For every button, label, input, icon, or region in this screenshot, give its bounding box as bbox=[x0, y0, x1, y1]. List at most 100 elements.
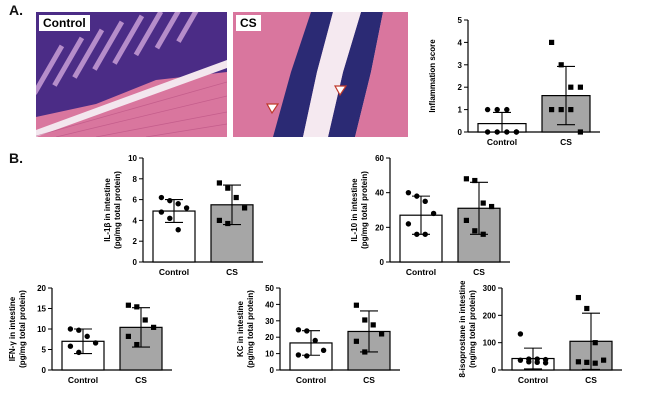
data-point bbox=[183, 205, 190, 211]
data-point bbox=[549, 39, 555, 45]
data-point bbox=[592, 360, 598, 366]
y-tick-label: 100 bbox=[483, 339, 497, 348]
y-tick-label: 5 bbox=[42, 346, 47, 355]
data-point bbox=[216, 217, 222, 223]
x-category-label: CS bbox=[473, 267, 485, 277]
data-point bbox=[216, 180, 222, 186]
micrograph-label-control: Control bbox=[39, 15, 90, 31]
data-point bbox=[494, 106, 500, 113]
x-category-label: CS bbox=[560, 137, 572, 147]
chart-svg-kc: 0 10 20 30 40 50 KC in intestine(pg/mg total p… bbox=[236, 284, 400, 385]
data-point bbox=[362, 349, 368, 355]
x-category-label: CS bbox=[226, 267, 238, 277]
y-tick-label: 10 bbox=[265, 350, 274, 359]
data-point bbox=[577, 84, 583, 90]
data-point bbox=[167, 197, 173, 204]
y-axis-label: IL-10 in intestine(pg/mg total protein) bbox=[350, 171, 369, 249]
y-axis-label: 8-isoprostane in intestine(ng/mg total p… bbox=[458, 280, 477, 377]
y-tick-label: 3 bbox=[458, 61, 463, 70]
y-tick-label: 10 bbox=[37, 325, 46, 334]
data-point bbox=[353, 338, 359, 344]
chart-ifng: 0 5 10 15 20 IFN-γ in intestine(pg/mg total p… bbox=[0, 280, 225, 407]
y-tick-label: 20 bbox=[375, 223, 384, 232]
data-point bbox=[526, 359, 532, 365]
data-point bbox=[472, 177, 478, 184]
data-point bbox=[312, 337, 318, 344]
y-tick-label: 8 bbox=[133, 175, 138, 184]
data-point bbox=[225, 185, 231, 191]
data-point bbox=[84, 333, 90, 340]
data-point bbox=[422, 198, 428, 205]
data-point bbox=[504, 106, 510, 113]
data-point bbox=[67, 326, 74, 332]
data-point bbox=[568, 107, 574, 113]
error-bar-cs bbox=[582, 312, 600, 371]
data-point bbox=[484, 129, 491, 135]
data-point bbox=[67, 343, 74, 349]
data-point bbox=[472, 228, 478, 234]
data-point bbox=[167, 215, 173, 222]
histology-image-control bbox=[36, 12, 227, 137]
y-tick-label: 4 bbox=[458, 38, 463, 47]
chart-svg-il1b: 0 2 4 6 8 10 IL-1β in intestine(pg/mg total pr… bbox=[103, 154, 263, 277]
x-category-label: Control bbox=[518, 375, 548, 385]
data-point bbox=[225, 220, 231, 227]
data-point bbox=[142, 317, 148, 323]
data-point bbox=[480, 200, 486, 206]
x-category-label: Control bbox=[406, 267, 436, 277]
data-point bbox=[577, 129, 583, 135]
data-point bbox=[92, 340, 99, 346]
x-category-label: Control bbox=[296, 375, 326, 385]
y-tick-label: 20 bbox=[37, 284, 46, 293]
data-point bbox=[601, 357, 607, 363]
y-tick-label: 30 bbox=[265, 317, 274, 326]
chart-il1b: 0 2 4 6 8 10 IL-1β in intestine(pg/mg total pr… bbox=[95, 150, 320, 280]
data-point bbox=[463, 176, 469, 182]
y-tick-label: 6 bbox=[133, 196, 138, 205]
y-tick-label: 15 bbox=[37, 305, 46, 314]
data-point bbox=[134, 304, 140, 310]
histology-image-cs bbox=[233, 12, 408, 137]
data-point bbox=[158, 209, 165, 215]
chart-svg-isoprostane: 0 100 200 300 8-isoprostane in intestine(ng/… bbox=[458, 280, 622, 385]
x-category-label: Control bbox=[487, 137, 517, 147]
y-tick-label: 0 bbox=[492, 366, 497, 375]
y-tick-label: 0 bbox=[270, 366, 275, 375]
y-axis-label: Inflammation score bbox=[428, 39, 437, 113]
y-tick-label: 0 bbox=[133, 258, 138, 267]
x-category-label: Control bbox=[159, 267, 189, 277]
micrograph-control: Control bbox=[36, 12, 227, 137]
data-point bbox=[430, 210, 437, 217]
chart-svg-inflammation: 0 1 2 3 4 5 Inflammation score Control CS bbox=[428, 16, 600, 147]
chart-inflammation-score: 0 1 2 3 4 5 Inflammation score Control CS bbox=[420, 0, 669, 150]
data-point bbox=[517, 357, 524, 363]
y-tick-label: 20 bbox=[265, 333, 274, 342]
data-point bbox=[504, 129, 510, 135]
data-point bbox=[242, 205, 248, 211]
y-tick-label: 50 bbox=[265, 284, 274, 293]
y-tick-label: 60 bbox=[375, 154, 384, 163]
error-bar-control bbox=[524, 347, 542, 370]
data-point bbox=[175, 227, 181, 233]
data-point bbox=[304, 328, 310, 334]
data-point bbox=[151, 324, 157, 330]
data-point bbox=[175, 201, 181, 207]
data-point bbox=[513, 129, 520, 135]
micrograph-label-cs: CS bbox=[236, 15, 261, 31]
y-tick-label: 5 bbox=[458, 16, 463, 25]
data-point bbox=[353, 302, 359, 308]
data-point bbox=[463, 217, 469, 223]
data-point bbox=[480, 231, 486, 237]
y-tick-label: 200 bbox=[483, 311, 497, 320]
y-tick-label: 0 bbox=[42, 366, 47, 375]
data-point bbox=[414, 231, 420, 237]
y-tick-label: 40 bbox=[375, 189, 384, 198]
data-point bbox=[295, 352, 302, 358]
y-tick-label: 4 bbox=[133, 216, 138, 225]
data-point bbox=[320, 347, 327, 354]
data-point bbox=[76, 349, 82, 356]
y-tick-label: 10 bbox=[128, 154, 137, 163]
y-tick-label: 40 bbox=[265, 300, 274, 309]
x-category-label: CS bbox=[135, 375, 147, 385]
data-point bbox=[568, 84, 574, 90]
